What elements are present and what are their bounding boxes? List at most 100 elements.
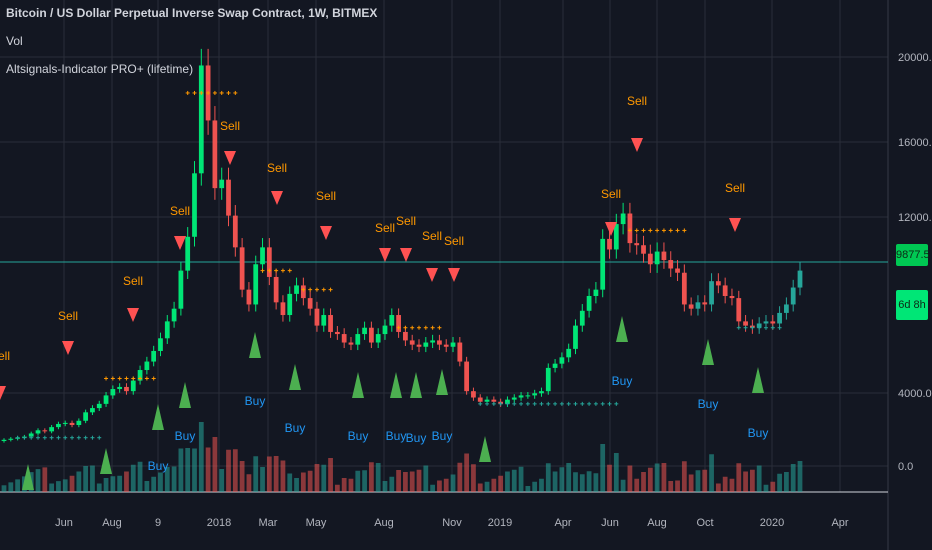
volume-bar [505,471,510,492]
volume-bar [491,478,497,492]
candle-body [743,321,748,326]
buy-arrow [249,332,261,358]
buy-arrow [702,339,714,365]
volume-bar [409,471,415,492]
volume-bar [763,484,769,492]
candle-body [416,344,422,347]
volume-bar [423,465,429,492]
x-tick-label: 9 [155,517,161,529]
candle-body [457,342,463,362]
candle-body [634,243,640,246]
sell-arrow [62,341,74,355]
volume-bar [545,463,551,492]
sell-arrow [271,191,283,205]
candle-body [273,276,279,303]
volume-bar [144,481,150,492]
volume-bar [328,458,333,492]
candle-body [763,321,769,324]
candle-body [334,331,340,335]
candle-body [76,420,82,426]
volume-bar [620,479,626,492]
buy-arrow [352,372,364,398]
buy-arrow [752,367,764,393]
volume-bar [334,484,340,492]
candle-body [579,310,585,326]
candle-body [518,395,524,398]
x-tick-label: Mar [259,517,278,529]
volume-bar [539,478,544,492]
candle-body [294,285,299,294]
volume-bar [389,476,395,492]
candle-body [668,260,674,269]
volume-bar [362,470,367,492]
volume-bar [300,472,306,492]
volume-bar [797,461,803,492]
x-tick-label: May [306,517,327,529]
y-tick-label: 20000.0 [898,52,932,64]
volume-bar [192,448,197,492]
volume-bar [130,464,136,492]
buy-arrow [436,369,448,395]
volume-bar [729,478,735,492]
candle-body [620,213,626,225]
volume-bar [403,472,408,492]
volume-bar [219,469,225,492]
candle-body [688,304,694,309]
volume-bar [8,482,14,492]
volume-bar [586,471,592,492]
indicator-legend[interactable]: Altsignals-Indicator PRO+ (lifetime) [6,62,194,76]
candle-body [797,270,803,288]
candle-body [613,224,619,250]
candle-body [90,408,95,413]
sell-label: Sell [396,214,416,228]
volume-bar [321,464,327,492]
candle-body [709,281,714,305]
volume-bar [477,483,483,492]
candle-body [219,179,225,189]
candle-body [784,304,789,313]
candle-body [654,251,660,265]
volume-bar [15,479,20,492]
candle-body [443,344,449,347]
volume-bar [661,463,667,492]
buy-label: Buy [406,431,427,445]
buy-arrow [479,436,491,462]
sell-arrow [379,248,391,262]
volume-bar [369,462,374,492]
volume-bar [634,478,640,492]
volume-bar [784,472,789,492]
volume-bar [348,478,354,492]
candle-body [212,120,218,189]
sell-label: Sell [422,229,442,243]
volume-bar [573,472,578,492]
volume-bar [600,444,606,492]
sell-label: Sell [170,204,190,218]
volume-bar [518,466,524,492]
sell-arrow [631,138,643,152]
candle-body [1,439,7,442]
volume-bar [457,462,463,492]
candle-body [505,399,510,404]
candle-body [232,215,238,248]
candle-body [675,268,680,273]
volume-bar [498,475,504,492]
buy-arrow [179,382,191,408]
candle-body [83,412,89,421]
candle-body [532,393,538,396]
candle-body [246,289,252,305]
sell-label: Sell [627,94,647,108]
volume-bar [375,463,381,492]
volume-bar [681,461,687,492]
candle-body [103,395,109,404]
candle-body [130,380,136,392]
volume-bar [185,448,191,492]
candle-body [736,298,742,322]
candle-body [552,363,558,368]
countdown-tag: 6d 8h [896,290,928,320]
sell-arrow [400,248,412,262]
volume-bar [668,481,674,492]
volume-legend[interactable]: Vol [6,34,23,48]
volume-bar [49,483,55,492]
volume-bar [607,464,612,492]
